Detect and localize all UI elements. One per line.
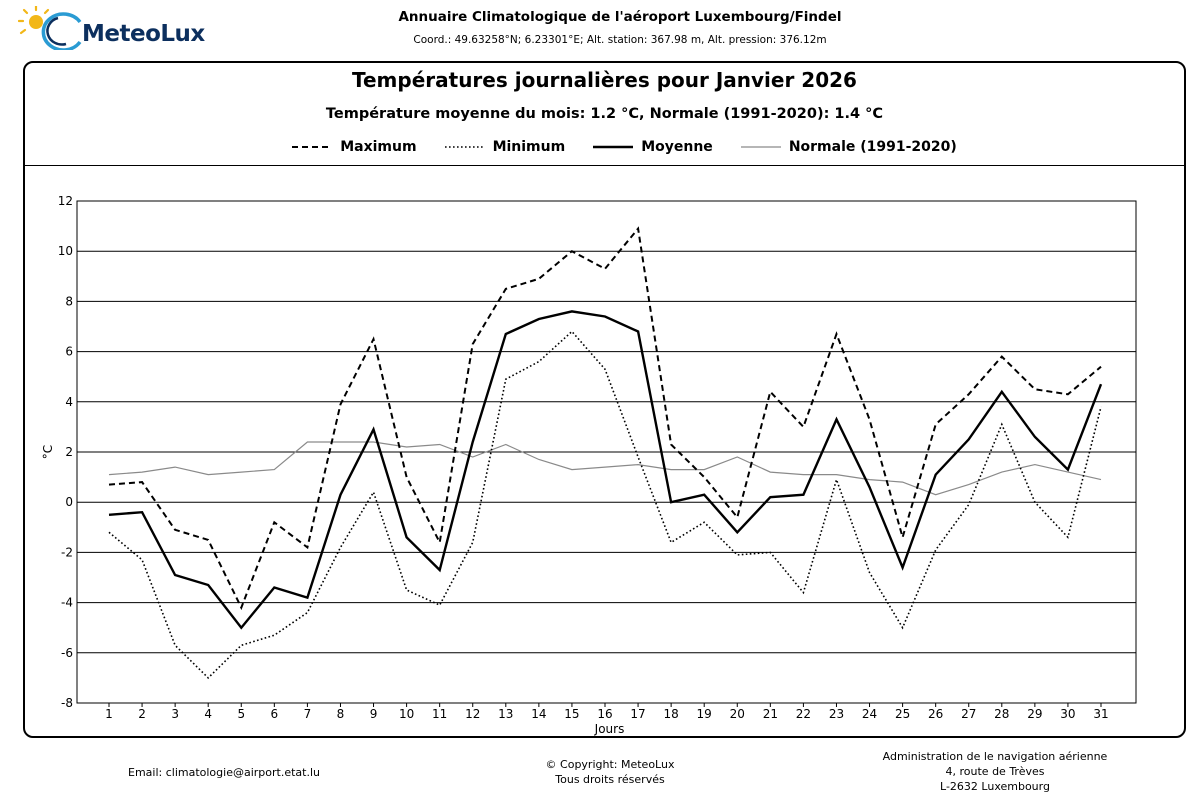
plot-border xyxy=(76,200,1137,704)
legend-swatch-maximum xyxy=(292,146,333,148)
legend-swatch-minimum xyxy=(444,146,485,148)
station-coordinates: Coord.: 49.63258°N; 6.23301°E; Alt. stat… xyxy=(413,34,827,46)
x-tick-label: 10 xyxy=(399,707,414,721)
page-title: Annuaire Climatologique de l'aéroport Lu… xyxy=(398,9,842,25)
legend-separator xyxy=(25,165,1184,166)
y-tick-label: -2 xyxy=(61,545,73,559)
x-tick-label: 5 xyxy=(237,707,245,721)
x-tick-label: 18 xyxy=(663,707,678,721)
chart-frame: Températures journalières pour Janvier 2… xyxy=(23,61,1186,738)
series-line-maximum xyxy=(108,226,1102,611)
y-tick-label: 0 xyxy=(65,495,73,509)
x-tick-label: 28 xyxy=(994,707,1009,721)
legend-label-moyenne: Moyenne xyxy=(641,139,713,155)
x-tick-label: 17 xyxy=(630,707,645,721)
x-tick-label: 4 xyxy=(204,707,212,721)
legend-label-normale: Normale (1991-2020) xyxy=(788,139,957,155)
footer-address: Administration de le navigation aérienne… xyxy=(860,749,1130,794)
chart-title: Températures journalières pour Janvier 2… xyxy=(352,68,857,92)
y-tick-label: 10 xyxy=(58,244,73,258)
x-tick-label: 1 xyxy=(105,707,113,721)
x-tick-label: 23 xyxy=(829,707,844,721)
x-tick-label: 7 xyxy=(304,707,312,721)
x-tick-label: 3 xyxy=(171,707,179,721)
x-tick-label: 26 xyxy=(928,707,943,721)
meteolux-logo: MeteoLux xyxy=(18,6,205,50)
x-tick-label: 9 xyxy=(370,707,378,721)
sun-logo-icon xyxy=(18,6,82,50)
series-line-moyenne xyxy=(108,310,1103,630)
copyright-line: © Copyright: MeteoLux xyxy=(545,758,675,771)
legend-swatch-moyenne xyxy=(593,145,634,149)
footer-copyright: © Copyright: MeteoLux Tous droits réserv… xyxy=(500,757,720,787)
x-tick-label: 12 xyxy=(465,707,480,721)
y-tick-label: -8 xyxy=(61,696,73,710)
y-tick-label: 8 xyxy=(65,294,73,308)
footer-email: Email: climatologie@airport.etat.lu xyxy=(128,766,320,779)
address-line-1: Administration de le navigation aérienne xyxy=(882,750,1108,763)
y-tick-label: -4 xyxy=(61,596,73,610)
series-line-minimum xyxy=(108,330,1102,680)
x-tick-label: 16 xyxy=(597,707,612,721)
legend-label-maximum: Maximum xyxy=(340,139,417,155)
x-tick-label: 2 xyxy=(138,707,146,721)
y-axis-label: °C xyxy=(41,445,55,459)
legend-item-maximum: Maximum xyxy=(292,139,417,155)
x-tick-label: 20 xyxy=(730,707,745,721)
x-tick-label: 21 xyxy=(763,707,778,721)
series-line-normale xyxy=(108,441,1102,496)
x-tick-label: 15 xyxy=(564,707,579,721)
rights-line: Tous droits réservés xyxy=(555,773,665,786)
x-tick-label: 29 xyxy=(1027,707,1042,721)
y-tick-label: 12 xyxy=(58,194,73,208)
y-tick-label: -6 xyxy=(61,646,73,660)
logo-text: MeteoLux xyxy=(82,21,205,47)
legend-item-minimum: Minimum xyxy=(444,139,566,155)
legend-swatch-normale xyxy=(740,146,781,148)
x-tick-label: 27 xyxy=(961,707,976,721)
y-tick-label: 4 xyxy=(65,395,73,409)
x-tick-label: 24 xyxy=(862,707,877,721)
x-tick-label: 13 xyxy=(498,707,513,721)
x-tick-label: 11 xyxy=(432,707,447,721)
address-line-2: 4, route de Trèves xyxy=(945,765,1045,778)
x-tick-label: 6 xyxy=(271,707,279,721)
address-line-3: L-2632 Luxembourg xyxy=(940,780,1050,793)
legend-item-moyenne: Moyenne xyxy=(593,139,713,155)
x-tick-label: 22 xyxy=(796,707,811,721)
chart-subtitle: Température moyenne du mois: 1.2 °C, Nor… xyxy=(325,106,884,122)
chart-legend: Maximum Minimum Moyenne Normale (1991-20… xyxy=(25,139,1184,155)
x-tick-label: 14 xyxy=(531,707,546,721)
x-tick-label: 19 xyxy=(697,707,712,721)
y-tick-label: 6 xyxy=(65,345,73,359)
legend-label-minimum: Minimum xyxy=(492,139,566,155)
x-tick-label: 8 xyxy=(337,707,345,721)
legend-item-normale: Normale (1991-2020) xyxy=(740,139,957,155)
x-axis-label: Jours xyxy=(594,722,625,736)
x-tick-label: 31 xyxy=(1093,707,1108,721)
x-tick-label: 25 xyxy=(895,707,910,721)
y-tick-label: 2 xyxy=(65,445,73,459)
x-tick-label: 30 xyxy=(1060,707,1075,721)
